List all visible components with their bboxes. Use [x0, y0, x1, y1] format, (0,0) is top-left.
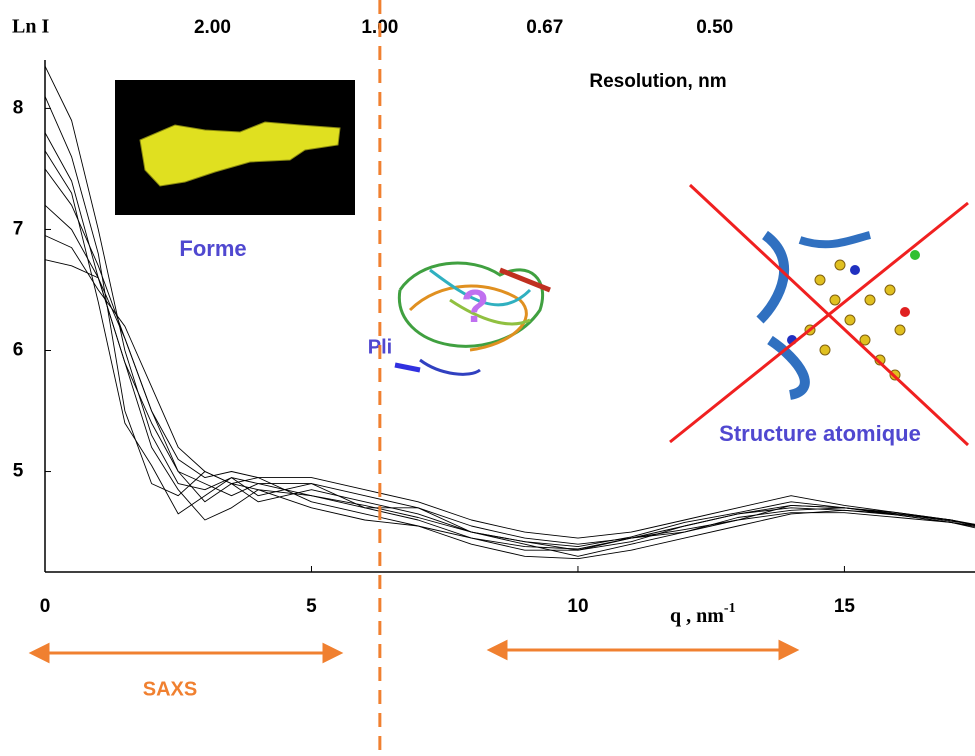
x-tick-label: 15: [834, 596, 856, 617]
annotation: ?: [461, 280, 489, 332]
range-arrows: [28, 639, 800, 664]
ribbon-image: [394, 261, 551, 376]
y-tick-label: 8: [13, 97, 24, 118]
x-tick-label: 0: [40, 596, 51, 617]
x2-tick-label: 0.50: [696, 17, 733, 38]
shape-blob: [139, 121, 341, 187]
x-tick-label: 5: [306, 596, 317, 617]
y-label: Ln I: [12, 16, 49, 38]
x-label-main: q , nm: [670, 605, 724, 627]
x-label-sup: -1: [724, 601, 736, 616]
x2-tick-label: 0.67: [526, 17, 563, 38]
annotation: Forme: [179, 236, 246, 261]
curve: [44, 65, 975, 551]
atomic-content: [756, 230, 920, 400]
cross-line: [669, 201, 969, 444]
y-tick-label: 5: [13, 461, 24, 482]
annotation: Structure atomique: [719, 421, 921, 446]
curve: [44, 150, 975, 548]
curve: [44, 259, 975, 550]
x-label: q , nm-1: [670, 601, 736, 626]
y-tick-label: 7: [13, 218, 24, 239]
annotation: SAXS: [143, 678, 197, 700]
x2-tick-label: 2.00: [194, 17, 231, 38]
x-tick-label: 10: [567, 596, 588, 617]
y-tick-label: 6: [13, 340, 24, 361]
curve: [44, 235, 975, 551]
x2-label: Resolution, nm: [589, 71, 726, 92]
